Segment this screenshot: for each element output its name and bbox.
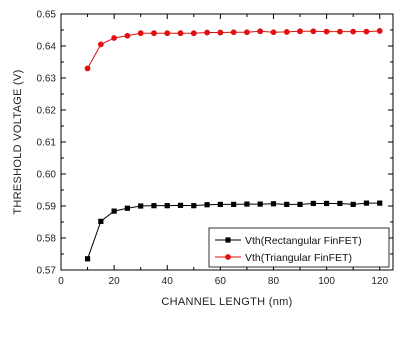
data-point: [324, 200, 330, 207]
data-point: [84, 256, 91, 262]
data-point: [376, 28, 383, 34]
x-tick-label: 60: [215, 276, 227, 287]
data-point: [151, 203, 157, 209]
data-point: [164, 30, 171, 37]
data-point: [323, 28, 330, 35]
data-point: [257, 28, 264, 35]
data-point: [270, 201, 277, 207]
legend-label: Vth(Rectangular FinFET): [245, 235, 362, 247]
data-point: [297, 201, 303, 207]
legend-item: Vth(Rectangular FinFET): [215, 235, 362, 247]
legend-item: Vth(Triangular FinFET): [215, 252, 352, 264]
data-point: [111, 35, 118, 41]
data-point: [336, 28, 343, 35]
series-line: [87, 30, 380, 69]
data-point: [350, 201, 356, 207]
series-rectangular: [84, 200, 383, 262]
data-point: [297, 28, 303, 35]
data-point: [350, 28, 357, 35]
data-point: [244, 201, 250, 207]
legend-marker: [225, 254, 231, 260]
data-point: [124, 205, 130, 211]
data-point: [217, 29, 224, 36]
data-point: [204, 202, 210, 208]
data-point: [98, 218, 104, 224]
x-tick-label: 0: [58, 276, 64, 287]
y-tick-label: 0.58: [37, 234, 57, 245]
y-tick-label: 0.61: [37, 138, 57, 149]
x-tick-label: 80: [268, 276, 280, 287]
y-tick-labels: 0.57 0.58 0.59 0.60 0.61 0.62 0.63 0.64 0.65: [37, 10, 57, 277]
data-point: [111, 208, 117, 214]
data-point: [363, 200, 370, 206]
data-point: [191, 203, 197, 209]
axis-ticks: [60, 13, 393, 271]
data-point: [177, 30, 184, 37]
data-point: [230, 29, 237, 36]
data-point: [97, 41, 104, 48]
y-tick-label: 0.59: [37, 202, 57, 213]
data-point: [124, 32, 131, 39]
y-axis-label: THRESHOLD VOLTAGE (V): [12, 69, 24, 214]
data-point: [244, 29, 250, 36]
data-point: [310, 28, 317, 35]
data-point: [337, 200, 343, 207]
data-point: [377, 200, 383, 206]
x-tick-label: 40: [162, 276, 174, 287]
legend-marker: [225, 237, 231, 243]
data-point: [138, 203, 144, 209]
data-point: [217, 201, 223, 207]
series-layer: [84, 28, 383, 262]
legend-label: Vth(Triangular FinFET): [245, 252, 352, 264]
data-point: [231, 201, 237, 207]
legend: Vth(Rectangular FinFET) Vth(Triangular Fi…: [208, 227, 390, 268]
y-tick-label: 0.60: [37, 170, 57, 181]
data-point: [283, 29, 290, 35]
series-triangular: [84, 28, 383, 72]
data-point: [164, 203, 170, 209]
x-tick-label: 120: [371, 276, 388, 287]
data-point: [151, 30, 157, 37]
data-point: [284, 201, 290, 207]
y-tick-label: 0.62: [37, 106, 57, 117]
data-point: [257, 201, 263, 207]
data-point: [84, 65, 91, 72]
x-tick-labels: 0 20 40 60 80 100 120: [58, 276, 388, 287]
x-tick-label: 100: [318, 276, 335, 287]
data-point: [310, 200, 316, 207]
data-point: [137, 30, 144, 37]
x-tick-label: 20: [109, 276, 121, 287]
data-point: [190, 30, 197, 37]
data-point: [204, 29, 210, 36]
y-tick-label: 0.65: [37, 10, 57, 21]
data-point: [363, 28, 370, 35]
data-point: [177, 202, 184, 208]
y-tick-label: 0.63: [37, 74, 57, 85]
data-point: [270, 29, 277, 36]
legend-box: [208, 227, 390, 268]
y-tick-label: 0.64: [37, 42, 57, 53]
x-axis-label: CHANNEL LENGTH (nm): [161, 296, 292, 308]
y-tick-label: 0.57: [37, 266, 57, 277]
